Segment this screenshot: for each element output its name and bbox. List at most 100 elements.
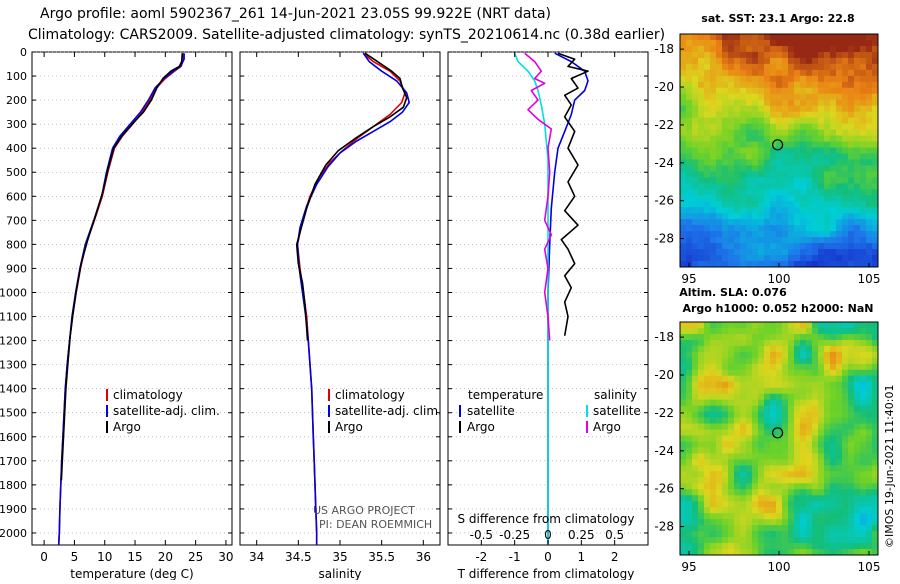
map-cell <box>710 489 717 496</box>
map-cell <box>680 322 687 329</box>
map-cell <box>866 105 873 113</box>
map-cell <box>752 183 759 190</box>
map-cell <box>722 93 729 101</box>
map-cell <box>752 465 759 472</box>
map-cell <box>836 225 843 232</box>
map-cell <box>872 243 879 250</box>
map-cell <box>782 237 789 244</box>
map-cell <box>752 57 759 65</box>
map-cell <box>770 405 777 413</box>
map-cell <box>764 405 771 413</box>
map-cell <box>836 459 843 466</box>
map-cell <box>746 369 753 377</box>
map-cell <box>692 159 699 166</box>
map-cell <box>692 507 699 514</box>
depth-tick-label: 900 <box>6 262 27 275</box>
map-cell <box>788 435 795 442</box>
map-cell <box>746 489 753 496</box>
map-cell <box>860 501 867 508</box>
argo-position-marker <box>771 427 784 439</box>
map-cell <box>728 345 735 353</box>
map-cell <box>788 501 795 508</box>
map-cell <box>836 351 843 359</box>
map-cell <box>818 117 825 125</box>
map-cell <box>812 261 819 268</box>
map-cell <box>854 177 861 184</box>
map-cell <box>842 507 849 514</box>
map-cell <box>848 237 855 244</box>
map-cell <box>782 63 789 71</box>
map-cell <box>728 525 735 532</box>
map-cell <box>776 39 783 47</box>
map-cell <box>824 45 831 53</box>
map-cell <box>770 537 777 544</box>
map-cell <box>758 453 765 460</box>
map-cell <box>686 93 693 101</box>
map-cell <box>722 51 729 59</box>
map-cell <box>722 57 729 65</box>
x-tick-label: 35 <box>332 550 347 564</box>
map-cell <box>824 177 831 184</box>
depth-tick-label: 0 <box>20 46 27 59</box>
map-cell <box>698 153 705 160</box>
map-cell <box>872 489 879 496</box>
map-cell <box>752 219 759 226</box>
map-cell <box>830 129 837 137</box>
map-cell <box>686 453 693 460</box>
map-cell <box>746 261 753 268</box>
map-cell <box>740 177 747 184</box>
map-cell <box>818 345 825 353</box>
map-cell <box>752 381 759 389</box>
map-cell <box>770 429 777 437</box>
map-cell <box>704 369 711 377</box>
map-cell <box>848 537 855 544</box>
map-cell <box>794 261 801 268</box>
map-cell <box>740 255 747 262</box>
map-cell <box>866 327 873 335</box>
map-cell <box>782 339 789 347</box>
map-cell <box>800 447 807 454</box>
map-cell <box>836 207 843 214</box>
map-cell <box>734 363 741 371</box>
map-cell <box>698 447 705 454</box>
map-cell <box>830 135 837 143</box>
map-cell <box>776 105 783 113</box>
map-cell <box>710 435 717 442</box>
map-cell <box>812 165 819 172</box>
map-cell <box>830 333 837 341</box>
map-cell <box>704 537 711 544</box>
map-cell <box>722 135 729 143</box>
map-cell <box>686 255 693 262</box>
map-cell <box>722 105 729 113</box>
map-cell <box>848 501 855 508</box>
map-cell <box>746 339 753 347</box>
map-cell <box>800 417 807 425</box>
map-cell <box>824 213 831 220</box>
map-cell <box>866 441 873 448</box>
map-cell <box>860 111 867 119</box>
map-cell <box>848 495 855 502</box>
map-cell <box>794 435 801 442</box>
map-cell <box>728 435 735 442</box>
map-cell <box>680 435 687 442</box>
map-cell <box>782 243 789 250</box>
map-cell <box>692 135 699 143</box>
map-cell <box>812 123 819 131</box>
map-cell <box>680 459 687 466</box>
map-cell <box>686 63 693 71</box>
map-cell <box>842 51 849 59</box>
map-cell <box>716 51 723 59</box>
map-cell <box>782 507 789 514</box>
map-cell <box>716 339 723 347</box>
map-cell <box>716 387 723 395</box>
map-cell <box>692 237 699 244</box>
map-cell <box>788 75 795 83</box>
map-cell <box>746 399 753 407</box>
map-cell <box>758 339 765 347</box>
map-cell <box>776 507 783 514</box>
map-cell <box>854 249 861 256</box>
map-cell <box>824 322 831 329</box>
map-cell <box>692 195 699 202</box>
map-cell <box>854 159 861 166</box>
map-cell <box>740 465 747 472</box>
